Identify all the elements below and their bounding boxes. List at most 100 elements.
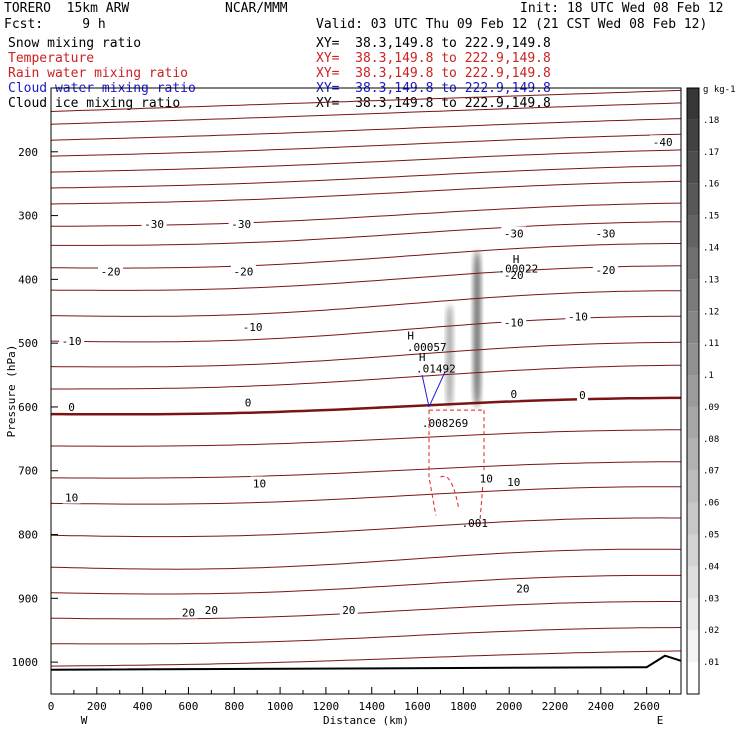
colorbar-swatch xyxy=(687,119,699,152)
y-tick-label-5: 700 xyxy=(18,465,38,478)
x-tick-label-3: 600 xyxy=(179,700,199,713)
colorbar-tick-label-3: .04 xyxy=(703,562,719,572)
colorbar-tick-label-6: .07 xyxy=(703,467,719,477)
temperature-label-4: -30 xyxy=(595,227,615,240)
field-xy-cloud-ice: XY= 38.3,149.8 to 222.9,149.8 xyxy=(316,96,551,111)
contour-label-bg xyxy=(508,387,520,401)
field-xy-snow: XY= 38.3,149.8 to 222.9,149.8 xyxy=(316,36,551,51)
temperature-label-17: 10 xyxy=(65,492,78,505)
x-tick-label-6: 1200 xyxy=(313,700,340,713)
snow-shading xyxy=(445,250,483,407)
contour-label-bg xyxy=(66,399,78,413)
contour-label-bg xyxy=(501,267,527,281)
contour-label-bg xyxy=(565,309,591,323)
contour-label-bg xyxy=(504,475,523,489)
colorbar-tick-label-17: .18 xyxy=(703,116,719,126)
temperature-label-7: -20 xyxy=(504,269,524,282)
colorbar-tick-label-9: .1 xyxy=(703,371,714,381)
contour-label-bg xyxy=(62,490,81,504)
x-tick-label-4: 800 xyxy=(224,700,244,713)
field-name-rain: Rain water mixing ratio xyxy=(8,66,189,81)
temperature-label-13: 0 xyxy=(68,401,75,414)
rain-contours xyxy=(428,409,485,529)
x-tick-label-13: 2600 xyxy=(633,700,660,713)
temperature-label-20: 10 xyxy=(507,476,520,489)
snow-core-1 xyxy=(471,250,483,407)
y-tick-label-3: 500 xyxy=(18,337,38,350)
colorbar-swatch xyxy=(687,662,699,694)
colorbar-tick-label-4: .05 xyxy=(703,531,719,541)
x-tick-label-11: 2200 xyxy=(542,700,569,713)
x-tick-label-8: 1600 xyxy=(404,700,431,713)
colorbar-tick-label-8: .09 xyxy=(703,403,719,413)
contour-label-bg xyxy=(98,264,124,278)
x-end-label-w: W xyxy=(81,714,88,727)
y-tick-label-6: 800 xyxy=(18,529,38,542)
y-tick-label-8: 1000 xyxy=(12,656,39,669)
fcst-label: Fcst: 9 h xyxy=(4,17,106,32)
maximum-label-3: .008269 xyxy=(422,417,468,430)
y-axis-label: Pressure (hPa) xyxy=(5,345,18,438)
contour-label-bg xyxy=(513,581,532,595)
contour-label-bg xyxy=(650,135,676,149)
colorbar-swatch xyxy=(687,215,699,248)
contour-label-bg xyxy=(339,602,358,616)
temperature-label-18: 10 xyxy=(253,477,266,490)
cloud-water-contour xyxy=(421,371,446,408)
contour-label-bg xyxy=(501,315,527,329)
temperature-label-19: 10 xyxy=(480,472,493,485)
colorbar-swatch xyxy=(687,630,699,663)
snow-core-0 xyxy=(445,304,455,407)
colorbar-swatch xyxy=(687,534,699,567)
x-tick-label-5: 1000 xyxy=(267,700,294,713)
maximum-label-1: .01492 xyxy=(416,363,456,376)
contour-label-bg xyxy=(576,387,588,401)
temperature-label-1: -30 xyxy=(144,218,164,231)
colorbar-swatch xyxy=(687,438,699,471)
colorbar-swatch xyxy=(687,279,699,312)
y-tick-label-1: 300 xyxy=(18,210,38,223)
valid-label: Valid: 03 UTC Thu 09 Feb 12 (21 CST Wed … xyxy=(316,17,708,32)
temperature-label-22: 20 xyxy=(205,604,218,617)
temperature-label-8: -20 xyxy=(595,264,615,277)
y-tick-label-2: 400 xyxy=(18,273,38,286)
colorbar-swatch xyxy=(687,343,699,376)
colorbar-tick-label-0: .01 xyxy=(703,658,719,668)
colorbar-unit: g kg-1 xyxy=(703,85,736,95)
terrain-line xyxy=(50,654,682,671)
maximum-label-2: .00022 xyxy=(498,263,538,276)
x-tick-label-2: 400 xyxy=(133,700,153,713)
contour-label-bg xyxy=(179,605,198,619)
maximum-label-4: .001 xyxy=(462,517,489,530)
colorbar-swatch xyxy=(687,88,699,120)
x-tick-label-1: 200 xyxy=(87,700,107,713)
temperature-label-21: 20 xyxy=(182,606,195,619)
temperature-contours xyxy=(50,89,682,667)
rain-contour xyxy=(428,410,437,516)
temperature-contour xyxy=(50,650,682,667)
temperature-contour xyxy=(50,180,682,205)
y-tick-label-7: 900 xyxy=(18,592,38,605)
ground-line xyxy=(50,654,682,671)
temperature-contour xyxy=(51,461,681,479)
colorbar-tick-label-7: .08 xyxy=(703,435,719,445)
rain-contour xyxy=(478,410,485,529)
high-marker-1: H xyxy=(419,351,426,364)
x-tick-label-0: 0 xyxy=(48,700,55,713)
temperature-contour xyxy=(50,133,682,157)
temperature-contour xyxy=(51,396,681,416)
contour-label-bg xyxy=(240,320,266,334)
temperature-contour xyxy=(50,341,682,368)
x-end-label-e: E xyxy=(657,714,664,727)
temperature-contour xyxy=(50,574,681,595)
contour-label-bg xyxy=(242,395,254,409)
colorbar-tick-label-13: .14 xyxy=(703,243,719,253)
colorbar-tick-label-15: .16 xyxy=(703,180,719,190)
temperature-label-14: 0 xyxy=(245,396,252,409)
temperature-contour xyxy=(51,221,682,246)
contour-label-bg xyxy=(477,471,496,485)
contour-label-bg xyxy=(228,216,254,230)
temperature-contour xyxy=(50,89,682,112)
colorbar: .01 .02 .03 .04 .05 .06 .07 .08 .09 .1 .11 .12 .13 .1… xyxy=(686,85,736,695)
